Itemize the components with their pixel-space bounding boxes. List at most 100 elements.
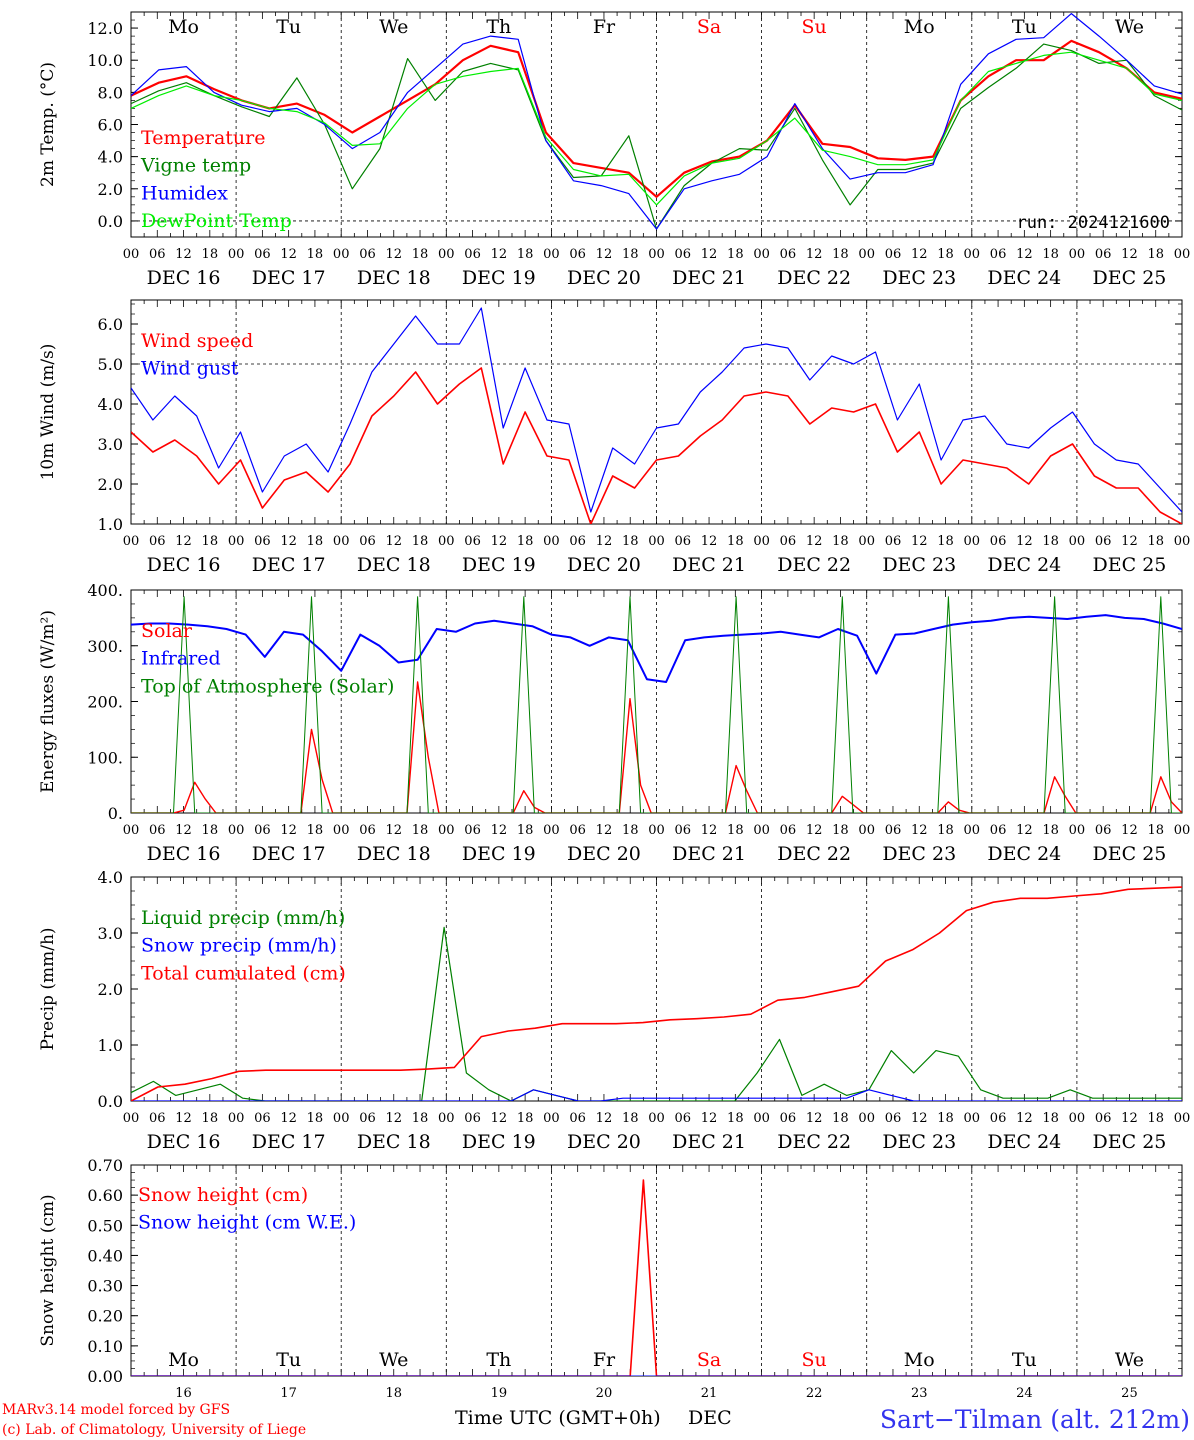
hour-label: 12 — [280, 1111, 297, 1126]
weekday-label: Mo — [904, 1349, 935, 1371]
hour-label: 00 — [648, 247, 665, 262]
weekday-label: Tu — [1012, 1349, 1037, 1371]
day-label: DEC 21 — [672, 554, 746, 576]
weekday-label: Tu — [276, 1349, 301, 1371]
hour-label: 12 — [1016, 823, 1033, 838]
hour-label: 18 — [1147, 1111, 1164, 1126]
hour-label: 00 — [543, 247, 560, 262]
day-label: DEC 19 — [462, 843, 536, 865]
y-tick-label: 0.10 — [87, 1337, 123, 1356]
hour-label: 18 — [1042, 247, 1059, 262]
day-label: DEC 24 — [987, 1131, 1061, 1153]
legend-entry: Top of Atmosphere (Solar) — [141, 675, 394, 697]
y-tick-label: 0.40 — [87, 1246, 123, 1265]
hour-label: 00 — [1174, 823, 1191, 838]
weekday-label: We — [1115, 16, 1144, 38]
day-label: DEC 20 — [567, 843, 641, 865]
hour-label: 00 — [543, 534, 560, 549]
hour-label: 00 — [964, 823, 981, 838]
panel-4: 0.0 1.0 2.0 3.0 4.0 Precip (mm/h) Liquid preci… — [38, 868, 1190, 1153]
hour-label: 06 — [990, 247, 1007, 262]
hour-label: 00 — [438, 1111, 455, 1126]
hour-label: 12 — [1121, 1111, 1138, 1126]
hour-label: 06 — [149, 1111, 166, 1126]
series-group — [131, 886, 1182, 1101]
y-tick-label: 1.0 — [98, 515, 123, 534]
hour-label: 00 — [753, 534, 770, 549]
hour-label: 06 — [569, 534, 586, 549]
hour-label: 18 — [727, 1111, 744, 1126]
hour-label: 12 — [385, 247, 402, 262]
series-group — [131, 13, 1182, 230]
day-label: DEC 20 — [567, 554, 641, 576]
hour-label: 18 — [1042, 1111, 1059, 1126]
hour-label: 12 — [1016, 1111, 1033, 1126]
hour-label: 06 — [359, 823, 376, 838]
hour-label: 18 — [937, 823, 954, 838]
y-tick-label: 12.0 — [87, 19, 123, 38]
weekday-label: Mo — [168, 1349, 199, 1371]
hour-label: 06 — [780, 823, 797, 838]
day-label: DEC 20 — [567, 267, 641, 289]
hour-label: 06 — [254, 247, 271, 262]
plot-frame — [130, 299, 1183, 525]
hour-label: 00 — [123, 247, 140, 262]
hour-label: 06 — [885, 1111, 902, 1126]
hour-label: 06 — [464, 534, 481, 549]
y-axis-title: Energy fluxes (W/m²) — [38, 610, 58, 793]
hour-label: 12 — [491, 247, 508, 262]
hour-label: 00 — [1069, 823, 1086, 838]
hour-label: 18 — [517, 1111, 534, 1126]
hour-label: 00 — [1069, 247, 1086, 262]
hour-label: 00 — [438, 534, 455, 549]
hour-label: 06 — [569, 247, 586, 262]
y-tick-label: 3.0 — [98, 924, 123, 943]
day-label: DEC 24 — [987, 843, 1061, 865]
hour-label: 12 — [911, 247, 928, 262]
hour-label: 18 — [727, 247, 744, 262]
model-credit: MARv3.14 model forced by GFS — [2, 1402, 230, 1418]
hour-label: 00 — [648, 534, 665, 549]
hour-label: 06 — [569, 1111, 586, 1126]
y-tick-label: 5.0 — [98, 355, 123, 374]
day-label: DEC 18 — [357, 843, 431, 865]
hour-label: 00 — [1174, 534, 1191, 549]
hour-label: 18 — [202, 534, 219, 549]
hour-label: 12 — [596, 534, 613, 549]
hour-label: 06 — [780, 247, 797, 262]
hour-label: 12 — [1121, 247, 1138, 262]
weekday-label: Th — [486, 1349, 511, 1371]
legend-entry: Liquid precip (mm/h) — [141, 907, 345, 929]
weekday-label: We — [1115, 1349, 1144, 1371]
series-line-2 — [131, 43, 1182, 230]
day-label: DEC 20 — [567, 1131, 641, 1153]
hour-label: 06 — [464, 1111, 481, 1126]
hour-label: 00 — [1174, 1111, 1191, 1126]
day-label: DEC 19 — [462, 267, 536, 289]
panel-2: 1.0 2.0 3.0 4.0 5.0 6.0 10m Wind (m/s) Wind spe… — [38, 299, 1191, 576]
hour-label: 06 — [990, 1111, 1007, 1126]
hour-label: 12 — [175, 823, 192, 838]
hour-label: 00 — [123, 534, 140, 549]
day-label: DEC 16 — [147, 1131, 221, 1153]
y-tick-label: 0.0 — [98, 212, 123, 231]
y-tick-label: 2.0 — [98, 980, 123, 999]
legend-entry: Temperature — [141, 127, 265, 149]
legend-entry: Vigne temp — [140, 155, 251, 177]
hour-label: 06 — [254, 534, 271, 549]
hour-label: 06 — [359, 247, 376, 262]
y-tick-label: 4.0 — [98, 148, 123, 167]
hour-label: 12 — [280, 823, 297, 838]
hour-label: 18 — [517, 534, 534, 549]
weekday-label: We — [379, 16, 408, 38]
day-label: DEC 25 — [1093, 554, 1167, 576]
y-tick-label: 6.0 — [98, 116, 123, 135]
hour-label: 00 — [753, 1111, 770, 1126]
y-axis-title: 2m Temp. (°C) — [38, 62, 58, 187]
y-axis-title: 10m Wind (m/s) — [38, 344, 58, 481]
hour-label: 18 — [937, 534, 954, 549]
weekday-label: Mo — [168, 16, 199, 38]
y-tick-label: 300. — [87, 637, 123, 656]
plot-frame — [130, 11, 1183, 238]
